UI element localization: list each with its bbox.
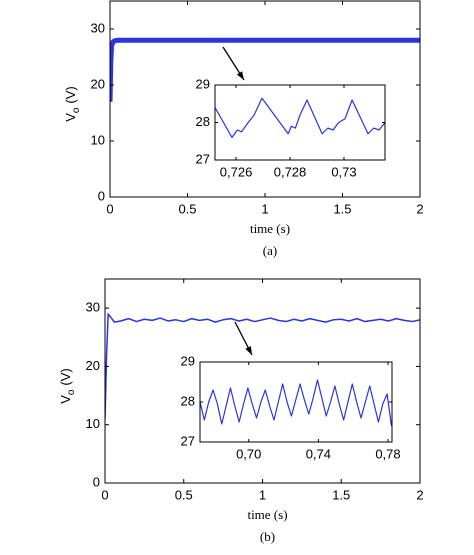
y-tick-label: 10 (91, 132, 105, 147)
x-tick-label: 1.5 (332, 487, 350, 502)
y-tick-label: 28 (181, 393, 195, 408)
y-tick-label: 29 (181, 353, 195, 368)
y-label-main: V (63, 113, 78, 122)
y-label-unit: (V) (63, 86, 78, 103)
x-tick-label: 0,70 (236, 446, 261, 461)
y-tick-label: 27 (181, 433, 195, 448)
y-tick-label: 30 (91, 20, 105, 35)
data-line (110, 37, 420, 102)
x-tick-label: 0 (101, 487, 108, 502)
y-label-main: V (58, 395, 73, 404)
data-line (105, 313, 420, 419)
y-tick-label: 10 (86, 416, 100, 431)
y-tick-label: 30 (86, 300, 100, 315)
y-tick-label: 20 (91, 76, 105, 91)
x-tick-label: 0,726 (220, 164, 253, 179)
plot-area (200, 362, 392, 442)
plot-area (215, 85, 385, 160)
x-tick-label: 0,728 (274, 164, 307, 179)
caption: (a) (263, 243, 277, 258)
x-axis-label: time (s) (247, 507, 287, 522)
y-tick-label: 0 (93, 474, 100, 489)
y-tick-label: 29 (196, 76, 210, 91)
x-tick-label: 1 (259, 487, 266, 502)
y-label-sub: o (66, 389, 77, 395)
caption: (b) (260, 529, 275, 544)
arrow-head (245, 346, 252, 355)
x-tick-label: 1.5 (333, 201, 351, 216)
x-tick-label: 0.5 (175, 487, 193, 502)
x-tick-label: 0,78 (375, 446, 400, 461)
y-label-unit: (V) (58, 368, 73, 385)
x-tick-label: 0,73 (331, 164, 356, 179)
x-axis-label: time (s) (250, 221, 290, 236)
inset-chart: 0,70 0,74 0,78 27 28 29 (181, 353, 401, 461)
x-tick-label: 2 (416, 201, 423, 216)
y-tick-label: 27 (196, 151, 210, 166)
x-tick-label: 2 (416, 487, 423, 502)
y-tick-label: 20 (86, 358, 100, 373)
x-tick-label: 0.5 (178, 201, 196, 216)
y-label-sub: o (71, 107, 82, 113)
y-tick-label: 0 (98, 188, 105, 203)
x-tick-label: 1 (261, 201, 268, 216)
y-axis-label: Vo (V) (58, 368, 76, 404)
inset-chart: 0,726 0,728 0,73 27 28 29 (196, 76, 386, 179)
x-tick-label: 0,74 (306, 446, 331, 461)
y-axis-label: Vo (V) (63, 86, 81, 122)
y-tick-label: 28 (196, 114, 210, 129)
x-tick-label: 0 (106, 201, 113, 216)
data-line (215, 97, 385, 139)
data-line (200, 379, 392, 427)
arrow-head (236, 71, 244, 80)
